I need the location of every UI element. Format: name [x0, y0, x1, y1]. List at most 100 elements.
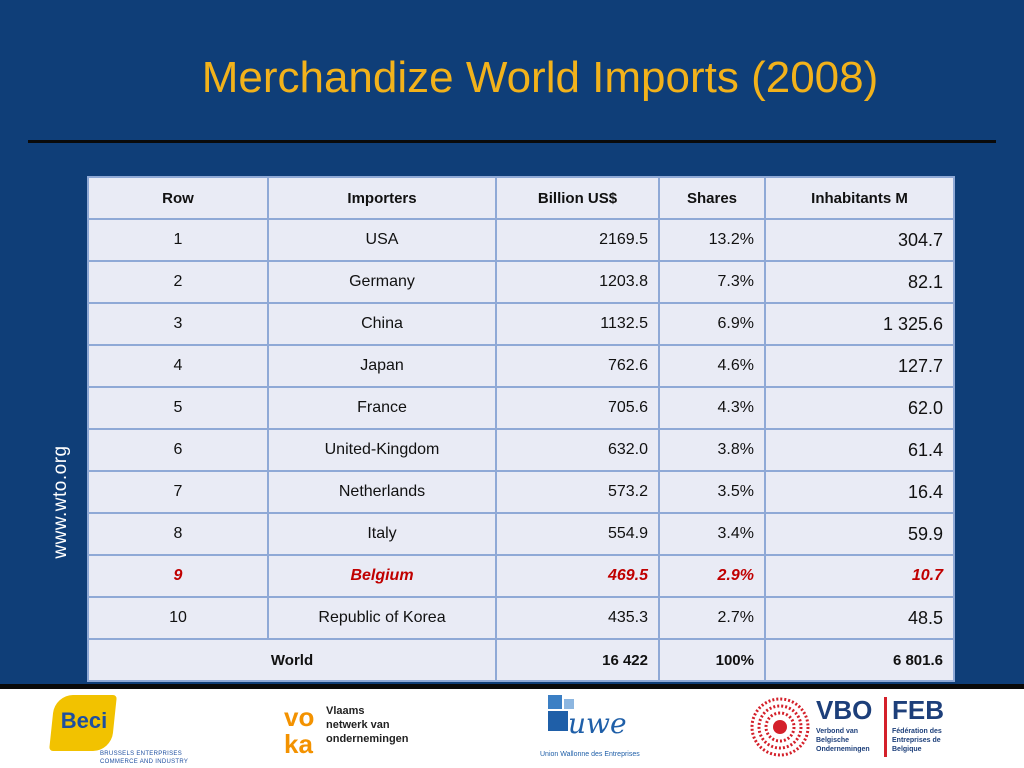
table-row: 7 Netherlands 573.2 3.5% 16.4	[87, 470, 955, 514]
billion-cell: 435.3	[495, 596, 660, 640]
voka-line-2: netwerk van	[326, 719, 390, 731]
row-number-cell: 3	[87, 302, 269, 346]
column-header: Row	[87, 176, 269, 220]
importer-cell: Italy	[267, 512, 497, 556]
row-number-cell: 10	[87, 596, 269, 640]
row-number-cell: 1	[87, 218, 269, 262]
importer-cell: China	[267, 302, 497, 346]
importer-cell: Germany	[267, 260, 497, 304]
inhabitants-cell: 16.4	[764, 470, 955, 514]
table-row: 6 United-Kingdom 632.0 3.8% 61.4	[87, 428, 955, 472]
table-row: 5 France 705.6 4.3% 62.0	[87, 386, 955, 430]
table-row: 4 Japan 762.6 4.6% 127.7	[87, 344, 955, 388]
inhabitants-cell: 10.7	[764, 554, 955, 598]
vbo-label: VBO	[816, 695, 873, 725]
row-number-cell: 7	[87, 470, 269, 514]
inhabitants-cell: 59.9	[764, 512, 955, 556]
beci-logo-name: Beci	[60, 708, 108, 733]
beci-logo: Beci BRUSSELS ENTERPRISES COMMERCE AND I…	[49, 695, 202, 765]
row-number-cell: 2	[87, 260, 269, 304]
column-header: Shares	[658, 176, 766, 220]
svg-text:vo: vo	[284, 702, 314, 732]
inhabitants-cell: 62.0	[764, 386, 955, 430]
uwe-logo-mark: uwe	[568, 707, 627, 740]
total-billion-cell: 16 422	[495, 638, 660, 682]
table-row: 1 USA 2169.5 13.2% 304.7	[87, 218, 955, 262]
inhabitants-cell: 304.7	[764, 218, 955, 262]
feb-label: FEB	[892, 695, 944, 725]
voka-line-1: Vlaams	[326, 705, 365, 717]
inhabitants-cell: 127.7	[764, 344, 955, 388]
feb-subtitle: Fédération des Entreprises de Belgique	[892, 727, 942, 754]
importer-cell: Japan	[267, 344, 497, 388]
vbo-feb-divider	[884, 697, 887, 757]
table-total-row: World 16 422 100% 6 801.6	[87, 638, 955, 682]
source-url: www.wto.org	[50, 445, 71, 559]
billion-cell: 632.0	[495, 428, 660, 472]
share-cell: 4.6%	[658, 344, 766, 388]
share-cell: 6.9%	[658, 302, 766, 346]
feb-subtitle-line: Entreprises de	[892, 737, 941, 744]
inhabitants-cell: 1 325.6	[764, 302, 955, 346]
share-cell: 13.2%	[658, 218, 766, 262]
importer-cell: USA	[267, 218, 497, 262]
billion-cell: 2169.5	[495, 218, 660, 262]
uwe-square-icon	[548, 695, 562, 709]
importer-cell: United-Kingdom	[267, 428, 497, 472]
billion-cell: 573.2	[495, 470, 660, 514]
svg-text:ka: ka	[284, 729, 313, 757]
title-underline	[28, 140, 996, 143]
beci-tagline-2: COMMERCE AND INDUSTRY	[100, 759, 189, 765]
importer-cell: Netherlands	[267, 470, 497, 514]
slide-title: Merchandize World Imports (2008)	[201, 53, 879, 102]
globe-icon	[750, 697, 810, 757]
voka-logo-mark: vo ka	[284, 702, 314, 757]
billion-cell: 469.5	[495, 554, 660, 598]
voka-line-3: ondernemingen	[326, 733, 409, 745]
table-row: 10 Republic of Korea 435.3 2.7% 48.5	[87, 596, 955, 640]
billion-cell: 1132.5	[495, 302, 660, 346]
vbo-subtitle-line: Ondernemingen	[816, 746, 870, 753]
footer-divider	[0, 684, 1024, 689]
share-cell: 2.7%	[658, 596, 766, 640]
row-number-cell: 9	[87, 554, 269, 598]
feb-subtitle-line: Belgique	[892, 746, 922, 753]
total-share-cell: 100%	[658, 638, 766, 682]
total-label-cell: World	[87, 638, 497, 682]
billion-cell: 762.6	[495, 344, 660, 388]
share-cell: 7.3%	[658, 260, 766, 304]
inhabitants-cell: 61.4	[764, 428, 955, 472]
table-header-row: Row Importers Billion US$ Shares Inhabit…	[87, 176, 955, 220]
column-header: Importers	[267, 176, 497, 220]
vbo-subtitle: Verbond van Belgische Ondernemingen	[816, 727, 870, 754]
uwe-caption: Union Wallonne des Entreprises	[540, 751, 640, 758]
importer-cell: Republic of Korea	[267, 596, 497, 640]
vbo-subtitle-line: Verbond van	[816, 728, 859, 735]
vbo-feb-logo: VBO FEB Verbond van Belgische Ondernemin…	[750, 695, 960, 763]
billion-cell: 705.6	[495, 386, 660, 430]
column-header: Inhabitants M	[764, 176, 955, 220]
uwe-square-icon	[548, 711, 568, 731]
voka-logo: vo ka Vlaams netwerk van ondernemingen	[282, 699, 452, 761]
partner-logos: Beci BRUSSELS ENTERPRISES COMMERCE AND I…	[0, 689, 1024, 768]
inhabitants-cell: 82.1	[764, 260, 955, 304]
table-row-highlighted: 9 Belgium 469.5 2.9% 10.7	[87, 554, 955, 598]
table-row: 8 Italy 554.9 3.4% 59.9	[87, 512, 955, 556]
importer-cell: France	[267, 386, 497, 430]
share-cell: 3.4%	[658, 512, 766, 556]
column-header: Billion US$	[495, 176, 660, 220]
imports-table: Row Importers Billion US$ Shares Inhabit…	[87, 176, 955, 682]
billion-cell: 554.9	[495, 512, 660, 556]
uwe-logo: uwe Union Wallonne des Entreprises	[538, 693, 658, 765]
table-row: 3 China 1132.5 6.9% 1 325.6	[87, 302, 955, 346]
share-cell: 4.3%	[658, 386, 766, 430]
feb-subtitle-line: Fédération des	[892, 728, 942, 735]
uwe-square-icon	[564, 699, 574, 709]
inhabitants-cell: 48.5	[764, 596, 955, 640]
vbo-subtitle-line: Belgische	[816, 737, 850, 744]
share-cell: 2.9%	[658, 554, 766, 598]
table-row: 2 Germany 1203.8 7.3% 82.1	[87, 260, 955, 304]
beci-tagline-1: BRUSSELS ENTERPRISES	[100, 751, 183, 757]
row-number-cell: 4	[87, 344, 269, 388]
share-cell: 3.5%	[658, 470, 766, 514]
